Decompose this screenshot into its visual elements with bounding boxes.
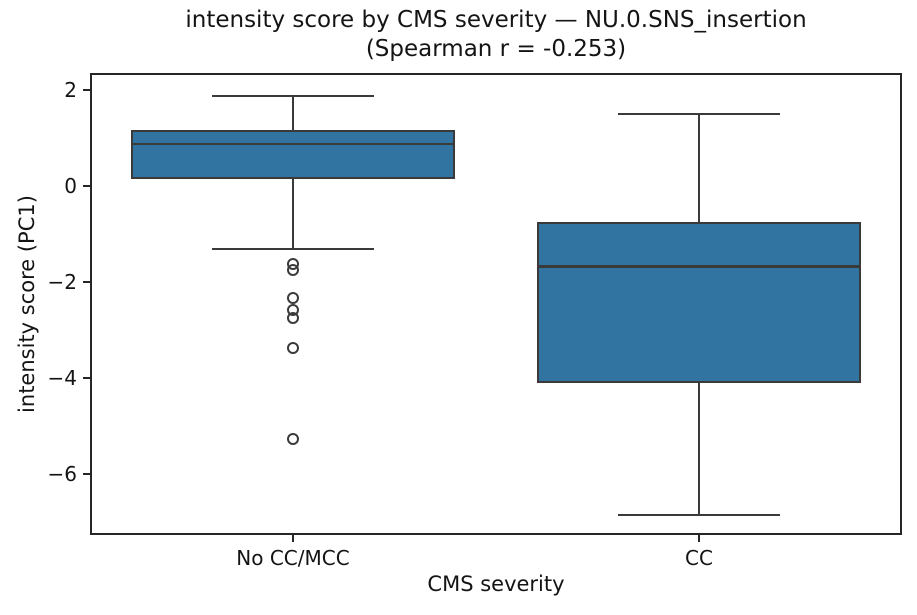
y-tick-label: 0 [64,174,77,199]
x-tick-mark [698,535,700,542]
outlier-point [287,291,299,304]
median-line [537,265,861,268]
y-tick-label: −2 [47,269,77,294]
median-line [131,142,455,146]
whisker-cap-lower [212,248,374,251]
x-tick-label: CC [685,546,713,570]
chart-title-line2: (Spearman r = -0.253) [365,36,627,62]
y-tick-mark [83,472,90,475]
box-iqr [537,222,861,383]
whisker-lower [698,382,700,516]
whisker-cap-upper [618,113,780,116]
x-tick-mark [292,535,294,542]
y-tick-label: −6 [47,461,77,486]
y-tick-mark [83,376,90,379]
whisker-cap-upper [212,95,374,98]
whisker-lower [292,178,294,250]
x-axis-label: CMS severity [427,572,565,596]
y-tick-mark [83,280,90,283]
y-tick-mark [83,89,90,92]
box-iqr [131,129,455,179]
outlier-point [287,311,299,324]
whisker-upper [292,96,294,130]
chart-title: intensity score by CMS severity — NU.0.S… [90,6,902,64]
y-tick-label: −4 [47,365,77,390]
chart-title-line1: intensity score by CMS severity — NU.0.S… [185,7,807,33]
outlier-point [287,342,299,355]
whisker-upper [698,114,700,223]
outlier-point [287,432,299,445]
outlier-point [287,263,299,276]
y-tick-mark [83,185,90,188]
y-tick-label: 2 [64,78,77,103]
x-tick-label: No CC/MCC [236,546,350,570]
whisker-cap-lower [618,514,780,517]
